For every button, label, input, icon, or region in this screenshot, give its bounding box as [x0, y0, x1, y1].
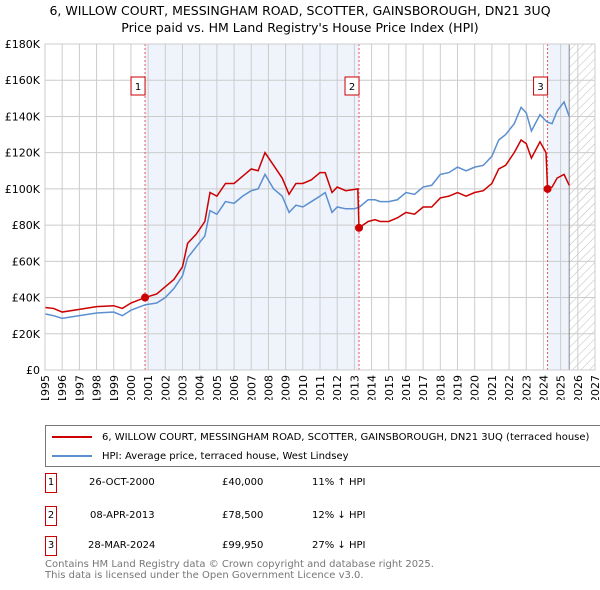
footer-licence: This data is licensed under the Open Gov… [45, 570, 364, 581]
y-tick-label: £40K [12, 292, 41, 305]
legend-item-property: 6, WILLOW COURT, MESSINGHAM ROAD, SCOTTE… [52, 429, 589, 445]
sale-label-box: 3 [533, 76, 549, 96]
x-tick-label: 2012 [331, 375, 344, 400]
hpi-line [44, 100, 570, 320]
sale-label-border [344, 76, 360, 96]
x-tick-label: 1997 [73, 375, 86, 400]
sale-label-number: 3 [537, 82, 543, 93]
y-tick-label: £60K [12, 255, 41, 268]
x-tick-label: 2018 [434, 375, 447, 400]
sale-hpi-diff: 27% ↓ HPI [312, 540, 366, 551]
x-tick-label: 2019 [452, 375, 465, 400]
sale-date: 08-APR-2013 [90, 510, 155, 521]
legend: 6, WILLOW COURT, MESSINGHAM ROAD, SCOTTE… [45, 425, 600, 467]
price-paid-line [44, 138, 570, 313]
x-tick-label: 2001 [142, 375, 155, 400]
sale-marker-badge: 3 [45, 536, 57, 556]
sale-marker-badge: 1 [45, 473, 57, 493]
x-tick-label: 2022 [503, 375, 516, 400]
x-tick-label: 2010 [297, 375, 310, 400]
x-tick-label: 1998 [91, 375, 104, 400]
x-tick-label: 2013 [348, 375, 361, 400]
sale-row: 3 28-MAR-2024 £99,950 27% ↓ HPI [45, 536, 445, 556]
chart-title: 6, WILLOW COURT, MESSINGHAM ROAD, SCOTTE… [49, 3, 551, 18]
sale-row: 1 26-OCT-2000 £40,000 11% ↑ HPI [45, 473, 445, 493]
sale-price: £78,500 [222, 510, 264, 521]
legend-swatch-red [52, 436, 92, 438]
sale-point [543, 184, 552, 193]
shaded-ownership-range [145, 44, 360, 370]
price-chart: 1995 1996 1997 1998 1999 2000 2001 2002 2003 2004… [5, 38, 600, 400]
y-tick-label: £140K [5, 110, 41, 123]
x-tick-label: 2021 [486, 375, 499, 400]
sale-price: £40,000 [222, 477, 264, 488]
sale-price: £99,950 [222, 540, 264, 551]
sale-row: 2 08-APR-2013 £78,500 12% ↓ HPI [45, 506, 445, 526]
y-tick-label: £160K [5, 74, 41, 87]
x-tick-label: 1995 [39, 375, 52, 400]
x-tick-label: 2009 [280, 375, 293, 400]
legend-label: HPI: Average price, terraced house, West… [102, 450, 349, 462]
y-tick-label: £0 [26, 364, 40, 377]
y-tick-label: £100K [5, 183, 41, 196]
x-tick-label: 2017 [417, 375, 430, 400]
sale-date: 28-MAR-2024 [88, 540, 156, 551]
sale-hpi-diff: 12% ↓ HPI [312, 510, 366, 521]
x-tick-label: 2026 [572, 375, 585, 400]
sale-date: 26-OCT-2000 [89, 477, 155, 488]
x-tick-label: 2005 [211, 375, 224, 400]
x-tick-label: 2020 [469, 375, 482, 400]
x-tick-label: 1996 [56, 375, 69, 400]
y-tick-label: £80K [12, 219, 41, 232]
x-tick-label: 2024 [537, 375, 550, 400]
footer-copyright: Contains HM Land Registry data © Crown c… [45, 559, 434, 570]
shaded-ownership-range [547, 44, 570, 370]
x-tick-label: 2007 [245, 375, 258, 400]
x-tick-label: 2000 [125, 375, 138, 400]
sale-label-number: 2 [349, 82, 355, 93]
sale-label-box: 2 [344, 76, 360, 96]
chart-subtitle: Price paid vs. HM Land Registry's House … [121, 20, 479, 35]
y-tick-label: £120K [5, 147, 41, 160]
x-tick-label: 2006 [228, 375, 241, 400]
sale-label-border [130, 76, 146, 96]
x-tick-label: 2015 [383, 375, 396, 400]
x-tick-label: 2008 [262, 375, 275, 400]
sale-label-border [533, 76, 549, 96]
y-tick-label: £20K [12, 328, 41, 341]
sale-label-box: 1 [130, 76, 146, 96]
x-tick-label: 2002 [159, 375, 172, 400]
y-tick-label: £180K [5, 38, 41, 51]
x-tick-label: 2011 [314, 375, 327, 400]
sale-marker-badge: 2 [45, 506, 57, 526]
x-tick-label: 2025 [555, 375, 568, 400]
plot-border [44, 43, 596, 371]
x-tick-label: 2003 [177, 375, 190, 400]
x-tick-label: 2004 [194, 375, 207, 400]
legend-label: 6, WILLOW COURT, MESSINGHAM ROAD, SCOTTE… [102, 431, 590, 443]
sale-point [355, 223, 364, 232]
legend-item-hpi: HPI: Average price, terraced house, West… [52, 448, 349, 464]
sale-label-number: 1 [135, 82, 141, 93]
x-tick-label: 2027 [589, 375, 600, 400]
sale-point [141, 293, 150, 302]
forecast-hatch-region [569, 44, 595, 370]
sale-hpi-diff: 11% ↑ HPI [312, 477, 366, 488]
legend-swatch-blue [52, 455, 92, 457]
x-tick-label: 2023 [520, 375, 533, 400]
x-tick-label: 1999 [108, 375, 121, 400]
x-tick-label: 2016 [400, 375, 413, 400]
x-tick-label: 2014 [366, 375, 379, 400]
